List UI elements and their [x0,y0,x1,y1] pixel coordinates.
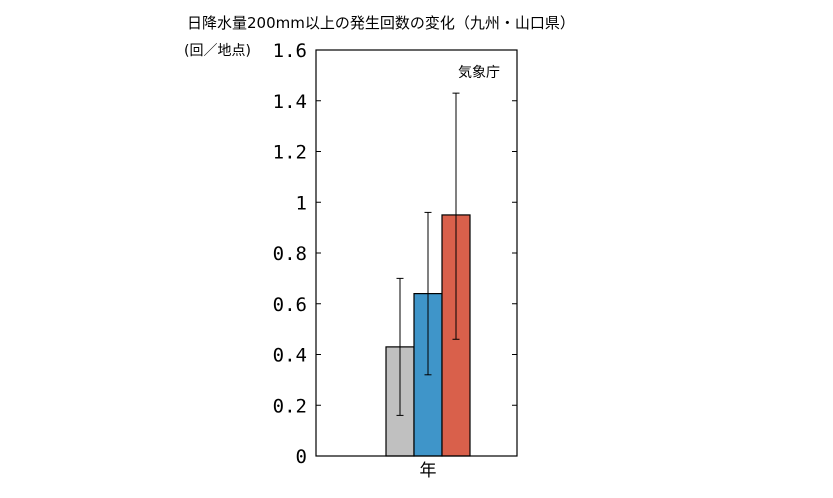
y-tick-label-5: 1 [296,192,307,214]
y-tick-label-1: 0.2 [273,395,307,417]
x-tick-label-0: 年 [420,461,437,481]
y-tick-label-8: 1.6 [273,40,307,62]
chart-title: 日降水量200mm以上の発生回数の変化（九州・山口県） [187,14,575,32]
plot-area: 0 0.2 0.4 0.6 0.8 1 1.2 1.4 1.6 年 [273,40,517,481]
y-axis-unit-label: (回／地点) [184,43,251,59]
y-tick-label-4: 0.8 [273,243,307,265]
y-tick-label-2: 0.4 [273,345,307,367]
source-label: 気象庁 [458,65,500,81]
y-tick-label-3: 0.6 [273,294,307,316]
plot-frame [315,49,518,457]
y-tick-label-6: 1.2 [273,142,307,164]
y-tick-label-0: 0 [296,446,307,468]
y-tick-label-7: 1.4 [273,91,307,113]
